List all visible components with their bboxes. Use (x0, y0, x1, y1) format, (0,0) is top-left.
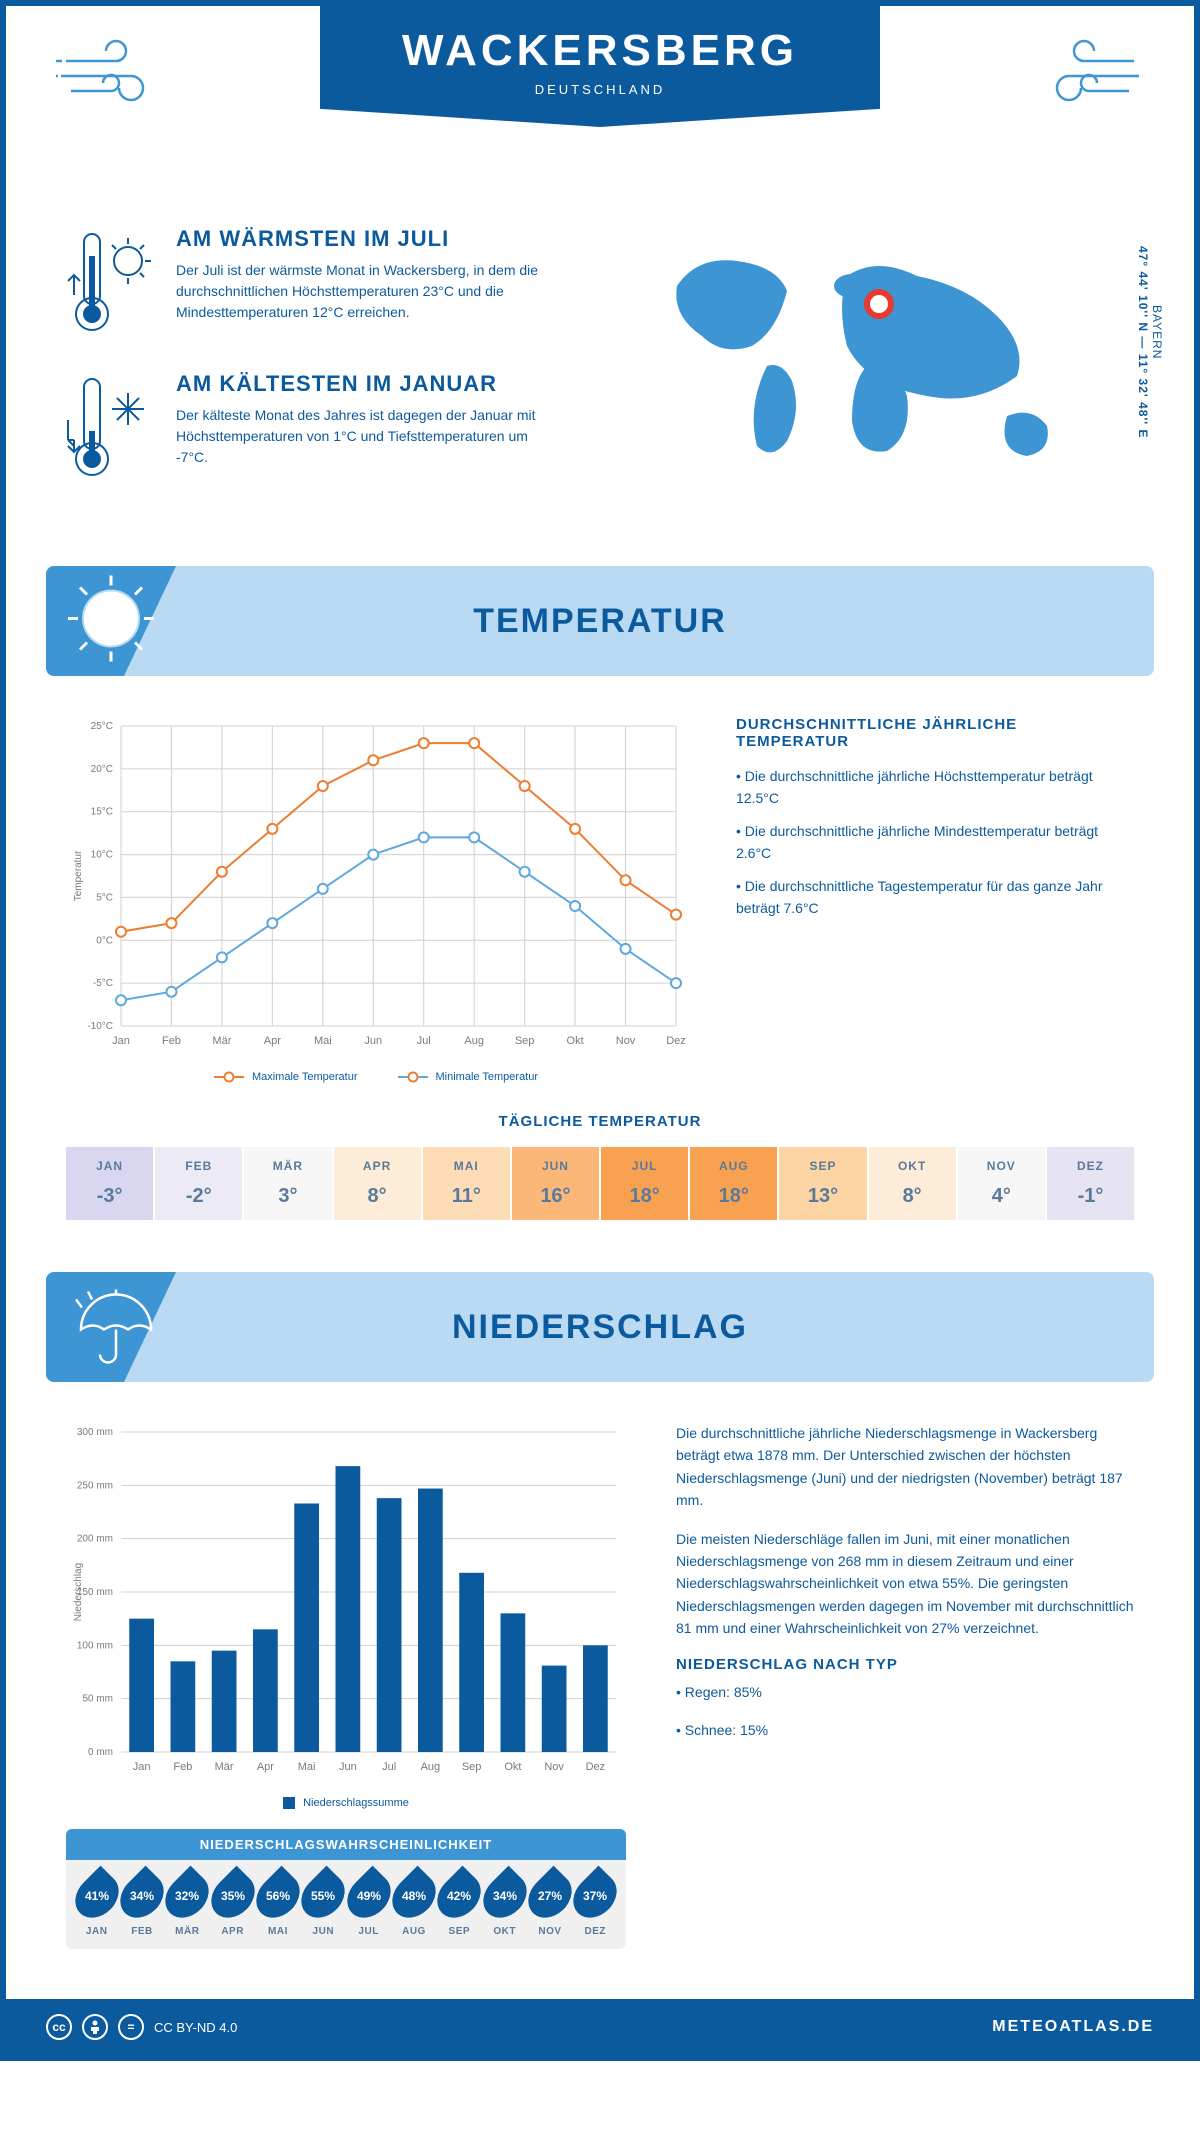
coldest-text: Der kälteste Monat des Jahres ist dagege… (176, 405, 556, 468)
svg-text:Okt: Okt (567, 1035, 584, 1047)
svg-text:Dez: Dez (666, 1035, 686, 1047)
nd-icon: = (118, 2014, 144, 2040)
svg-text:Nov: Nov (616, 1035, 636, 1047)
coordinates: BAYERN 47° 44' 10'' N — 11° 32' 48'' E (1136, 246, 1164, 438)
temp-line-chart: -10°C -5°C 0°C 5°C 10°C 15°C 20°C 25°C Jan Feb Mär… (66, 716, 686, 1083)
svg-text:Mär: Mär (212, 1035, 231, 1047)
svg-text:Sep: Sep (515, 1035, 535, 1047)
svg-text:0 mm: 0 mm (88, 1747, 113, 1758)
coldest-block: AM KÄLTESTEN IM JANUAR Der kälteste Mona… (66, 371, 580, 486)
precip-bar-chart: 0 mm50 mm100 mm150 mm200 mm250 mm300 mmJ… (66, 1422, 626, 1809)
svg-text:100 mm: 100 mm (77, 1640, 113, 1651)
temp-summary: DURCHSCHNITTLICHE JÄHRLICHE TEMPERATUR •… (736, 716, 1134, 1083)
svg-text:Temperatur: Temperatur (73, 850, 84, 901)
temp-legend: .legend-line:nth-child(1)::after{border-… (66, 1071, 686, 1083)
svg-text:Mär: Mär (215, 1761, 234, 1773)
cc-icon: cc (46, 2014, 72, 2040)
site-name: METEOATLAS.DE (992, 2018, 1154, 2036)
temp-title: TEMPERATUR (473, 602, 727, 641)
svg-text:10°C: 10°C (91, 850, 113, 861)
umbrella-icon (66, 1280, 156, 1375)
sun-icon (66, 574, 156, 669)
svg-text:300 mm: 300 mm (77, 1427, 113, 1438)
svg-text:Okt: Okt (504, 1761, 521, 1773)
warmest-block: AM WÄRMSTEN IM JULI Der Juli ist der wär… (66, 226, 580, 341)
svg-text:Apr: Apr (264, 1035, 281, 1047)
header: WACKERSBERG DEUTSCHLAND (6, 6, 1194, 206)
svg-text:20°C: 20°C (91, 764, 113, 775)
svg-text:Jul: Jul (417, 1035, 431, 1047)
daily-temp-table: TÄGLICHE TEMPERATUR JAN-3°FEB-2°MÄR3°APR… (6, 1103, 1194, 1252)
warmest-text: Der Juli ist der wärmste Monat in Wacker… (176, 260, 556, 323)
svg-text:Nov: Nov (544, 1761, 564, 1773)
svg-text:200 mm: 200 mm (77, 1534, 113, 1545)
precip-probability-box: NIEDERSCHLAGSWAHRSCHEINLICHKEIT 41%JAN34… (66, 1829, 626, 1949)
svg-text:Feb: Feb (162, 1035, 181, 1047)
coldest-title: AM KÄLTESTEN IM JANUAR (176, 371, 556, 397)
svg-text:Jul: Jul (382, 1761, 396, 1773)
svg-text:Dez: Dez (586, 1761, 606, 1773)
license-text: CC BY-ND 4.0 (154, 2020, 237, 2035)
svg-text:-5°C: -5°C (93, 978, 113, 989)
country-name: DEUTSCHLAND (320, 82, 880, 97)
temp-section-header: TEMPERATUR (46, 566, 1154, 676)
svg-text:Mai: Mai (314, 1035, 332, 1047)
precip-legend: Niederschlagssumme (66, 1797, 626, 1809)
svg-text:15°C: 15°C (91, 807, 113, 818)
footer: cc = CC BY-ND 4.0 METEOATLAS.DE (6, 1999, 1194, 2055)
svg-text:Jun: Jun (364, 1035, 382, 1047)
svg-text:25°C: 25°C (91, 721, 113, 732)
svg-text:250 mm: 250 mm (77, 1480, 113, 1491)
svg-text:Jun: Jun (339, 1761, 357, 1773)
intro-section: AM WÄRMSTEN IM JULI Der Juli ist der wär… (6, 206, 1194, 546)
precip-summary: Die durchschnittliche jährliche Niedersc… (676, 1422, 1134, 1949)
wind-icon (1024, 36, 1144, 121)
svg-text:Sep: Sep (462, 1761, 482, 1773)
by-icon (82, 2014, 108, 2040)
thermometer-cold-icon (66, 371, 156, 486)
svg-text:50 mm: 50 mm (82, 1694, 113, 1705)
thermometer-hot-icon (66, 226, 156, 341)
city-name: WACKERSBERG (320, 26, 880, 76)
wind-icon (56, 36, 176, 121)
svg-text:Aug: Aug (464, 1035, 484, 1047)
title-banner: WACKERSBERG DEUTSCHLAND (320, 6, 880, 127)
precip-section-header: NIEDERSCHLAG (46, 1272, 1154, 1382)
warmest-title: AM WÄRMSTEN IM JULI (176, 226, 556, 252)
svg-text:-10°C: -10°C (87, 1021, 113, 1032)
svg-text:0°C: 0°C (96, 935, 113, 946)
svg-text:Jan: Jan (133, 1761, 151, 1773)
svg-text:Apr: Apr (257, 1761, 274, 1773)
svg-text:Mai: Mai (298, 1761, 316, 1773)
svg-text:Jan: Jan (112, 1035, 130, 1047)
world-map (620, 226, 1134, 486)
precip-title: NIEDERSCHLAG (452, 1308, 748, 1347)
svg-text:Niederschlag: Niederschlag (73, 1563, 84, 1621)
svg-text:Feb: Feb (173, 1761, 192, 1773)
svg-text:5°C: 5°C (96, 892, 113, 903)
svg-text:Aug: Aug (421, 1761, 441, 1773)
